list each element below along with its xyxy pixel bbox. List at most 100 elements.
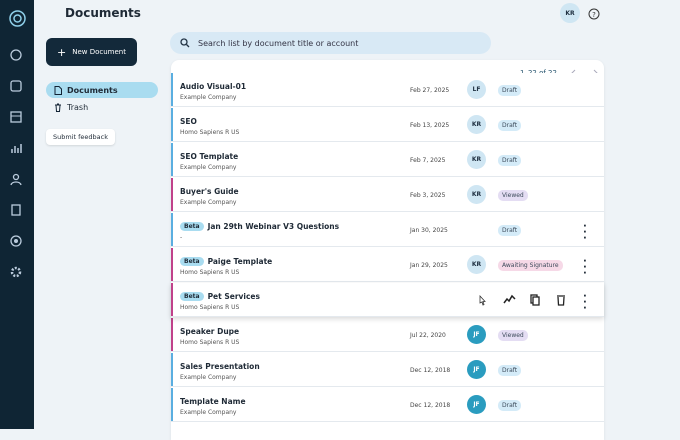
nav-icon[interactable] (9, 79, 23, 93)
owner-avatar: KR (467, 185, 486, 204)
status-badge: Draft (498, 85, 522, 96)
row-accent (171, 213, 173, 246)
row-company: Homo Sapiens R US (180, 304, 240, 311)
row-title: Paige Template (207, 257, 273, 266)
status-badge: Draft (498, 225, 522, 236)
help-icon[interactable]: ? (588, 8, 600, 20)
row-title: Pet Services (207, 292, 260, 301)
owner-avatar: JF (467, 395, 486, 414)
search-bar[interactable]: Search list by document title or account (170, 32, 491, 54)
row-title: Speaker Dupe (180, 327, 240, 336)
row-company: Homo Sapiens R US (180, 129, 240, 136)
beta-badge: Beta (180, 257, 204, 266)
nav-icon[interactable] (9, 110, 23, 124)
nav-icon[interactable] (9, 265, 23, 279)
row-date: Feb 13, 2025 (410, 122, 450, 129)
nav-icon[interactable] (9, 234, 23, 248)
button-label: New Document (72, 48, 126, 56)
owner-avatar: KR (467, 150, 486, 169)
row-title: SEO Template (180, 152, 239, 161)
more-menu[interactable]: · · · (583, 221, 587, 244)
row-accent (171, 388, 173, 421)
document-row[interactable]: Audio Visual-01 Example Company Feb 27, 20… (171, 73, 604, 107)
feedback-button[interactable]: Submit feedback (46, 129, 115, 145)
row-company: Homo Sapiens R US (180, 269, 240, 276)
row-title-wrap: Speaker Dupe (180, 327, 239, 336)
row-company: Example Company (180, 409, 237, 416)
document-row[interactable]: Beta Pet Services Homo Sapiens R US · · · (171, 283, 604, 317)
user-avatar[interactable]: KR (560, 3, 580, 23)
status-badge: Viewed (498, 190, 528, 201)
row-title: SEO (180, 117, 197, 126)
document-row[interactable]: Buyer's Guide Example Company Feb 3, 2025 K… (171, 178, 604, 212)
row-company: Homo Sapiens R US (180, 339, 240, 346)
nav-item[interactable]: Documents (46, 82, 158, 98)
row-date: Feb 27, 2025 (410, 87, 450, 94)
page: {"header": {"title": "Documents", "user_… (0, 0, 604, 440)
row-accent (171, 283, 173, 316)
status-badge: Draft (498, 120, 522, 131)
status-badge: Awaiting Signature (498, 260, 563, 271)
row-date: Jan 30, 2025 (410, 227, 448, 234)
row-title-wrap: Beta Paige Template (180, 257, 272, 266)
row-title: Jan 29th Webinar V3 Questions (207, 222, 340, 231)
row-title-wrap: Beta Pet Services (180, 292, 260, 301)
document-row[interactable]: Template Name Example Company Dec 12, 2018… (171, 388, 604, 422)
document-row[interactable]: Speaker Dupe Homo Sapiens R US Jul 22, 202… (171, 318, 604, 352)
row-accent (171, 318, 173, 351)
page-title: Documents (65, 6, 141, 20)
row-actions[interactable] (476, 293, 576, 307)
nav-label: Documents (67, 85, 118, 95)
row-accent (171, 108, 173, 141)
owner-avatar: JF (467, 360, 486, 379)
row-title-wrap: Beta Jan 29th Webinar V3 Questions (180, 222, 339, 231)
row-accent (171, 178, 173, 211)
nav-icon[interactable] (9, 172, 23, 186)
owner-avatar: KR (467, 255, 486, 274)
new-document-button[interactable]: + New Document (46, 38, 137, 66)
document-row[interactable]: Beta Jan 29th Webinar V3 Questions - Jan 30… (171, 213, 604, 247)
more-menu[interactable]: · · · (583, 291, 587, 314)
row-company: Example Company (180, 164, 237, 171)
sidebar (0, 0, 34, 429)
row-title: Template Name (180, 397, 246, 406)
row-title-wrap: SEO (180, 117, 197, 126)
owner-avatar: KR (467, 115, 486, 134)
more-menu[interactable]: · · · (583, 256, 587, 279)
row-title-wrap: SEO Template (180, 152, 238, 161)
nav-icon[interactable] (9, 48, 23, 62)
document-row[interactable]: Sales Presentation Example Company Dec 12,… (171, 353, 604, 387)
nav-label: Trash (67, 102, 89, 112)
document-row[interactable]: SEO Homo Sapiens R US Feb 13, 2025 KR Draft (171, 108, 604, 142)
owner-avatar: LF (467, 80, 486, 99)
row-title: Audio Visual-01 (180, 82, 247, 91)
row-title-wrap: Buyer's Guide (180, 187, 239, 196)
nav-icon[interactable] (9, 141, 23, 155)
document-row[interactable]: Beta Paige Template Homo Sapiens R US Jan 2… (171, 248, 604, 282)
row-date: Jul 22, 2020 (410, 332, 446, 339)
row-company: Example Company (180, 94, 237, 101)
row-company: - (180, 234, 183, 241)
row-accent (171, 353, 173, 386)
logo (9, 10, 26, 27)
row-date: Feb 3, 2025 (410, 192, 446, 199)
status-badge: Viewed (498, 330, 528, 341)
row-company: Example Company (180, 199, 237, 206)
row-title-wrap: Audio Visual-01 (180, 82, 246, 91)
status-badge: Draft (498, 365, 522, 376)
owner-avatar: JF (467, 325, 486, 344)
row-accent (171, 143, 173, 176)
beta-badge: Beta (180, 222, 204, 231)
row-title-wrap: Sales Presentation (180, 362, 260, 371)
document-row[interactable]: SEO Template Example Company Feb 7, 2025 KR… (171, 143, 604, 177)
status-badge: Draft (498, 400, 522, 411)
row-date: Jan 29, 2025 (410, 262, 448, 269)
row-title: Sales Presentation (180, 362, 260, 371)
row-title-wrap: Template Name (180, 397, 246, 406)
row-date: Dec 12, 2018 (410, 402, 451, 409)
nav-item[interactable]: Trash (46, 99, 158, 115)
beta-badge: Beta (180, 292, 204, 301)
nav-icon[interactable] (9, 203, 23, 217)
row-date: Feb 7, 2025 (410, 157, 446, 164)
search-placeholder: Search list by document title or account (198, 38, 359, 48)
